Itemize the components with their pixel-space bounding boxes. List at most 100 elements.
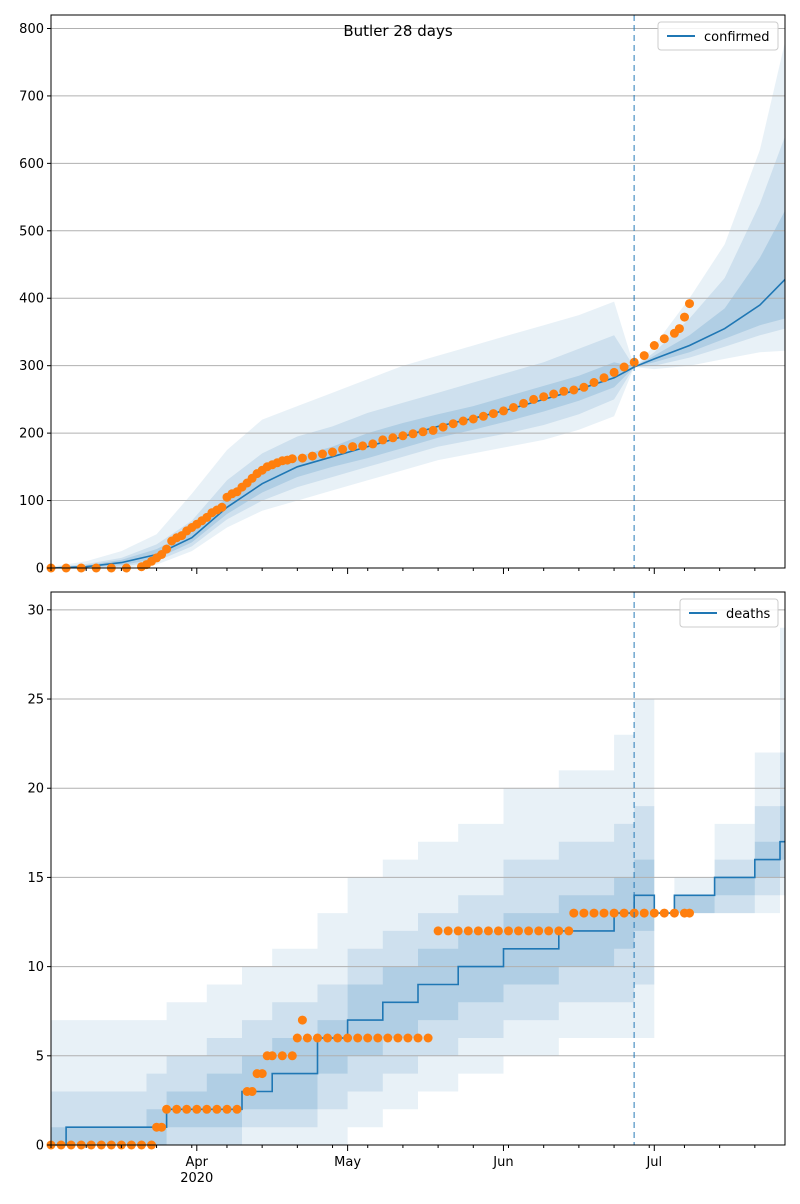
confirmed-observed-point bbox=[619, 362, 629, 372]
deaths-observed-point bbox=[659, 908, 669, 918]
confirmed-legend: confirmed bbox=[657, 21, 779, 51]
deaths-observed-point bbox=[302, 1033, 312, 1043]
confirmed-observed-point bbox=[318, 449, 327, 459]
deaths-observed-point bbox=[192, 1104, 202, 1114]
deaths-observed-point bbox=[403, 1033, 413, 1043]
deaths-band-middle bbox=[51, 752, 785, 1145]
deaths-observed-point bbox=[157, 1122, 167, 1132]
deaths-observed-point bbox=[323, 1033, 332, 1043]
confirmed-observed-point bbox=[338, 444, 348, 454]
confirmed-ytick-label: 500 bbox=[19, 224, 44, 239]
deaths-xtick-label: Apr bbox=[186, 1155, 209, 1170]
confirmed-observed-point bbox=[478, 411, 488, 421]
confirmed-x-axis bbox=[50, 568, 756, 574]
deaths-observed-point bbox=[212, 1104, 222, 1114]
deaths-observed-point bbox=[569, 908, 579, 918]
deaths-observed-point bbox=[162, 1104, 172, 1114]
deaths-observed-point bbox=[413, 1033, 423, 1043]
confirmed-observed-point bbox=[458, 416, 468, 426]
deaths-ytick-label: 5 bbox=[36, 1049, 44, 1064]
confirmed-ytick-label: 200 bbox=[19, 427, 44, 442]
confirmed-band-outer bbox=[51, 42, 785, 568]
deaths-observed-point bbox=[373, 1033, 383, 1043]
confirmed-observed-point bbox=[599, 373, 609, 383]
deaths-observed-point bbox=[363, 1033, 373, 1043]
confirmed-observed-point bbox=[488, 409, 498, 419]
confirmed-ytick-label: 800 bbox=[19, 22, 44, 37]
confirmed-observed-point bbox=[307, 451, 317, 461]
deaths-observed-point bbox=[247, 1087, 257, 1096]
deaths-legend-box bbox=[679, 598, 779, 628]
confirmed-observed-point bbox=[529, 394, 539, 404]
deaths-observed-point bbox=[564, 926, 574, 936]
confirmed-observed-point bbox=[559, 386, 569, 396]
deaths-xtick-label: Jul bbox=[645, 1155, 662, 1170]
deaths-observed-point bbox=[609, 908, 619, 918]
deaths-observed-point bbox=[333, 1033, 343, 1043]
deaths-observed-point bbox=[493, 926, 503, 936]
deaths-xtick-sublabel: 2020 bbox=[180, 1171, 213, 1186]
deaths-observed-point bbox=[232, 1104, 242, 1114]
deaths-observed-point bbox=[343, 1033, 353, 1043]
confirmed-observed-point bbox=[539, 392, 549, 402]
confirmed-line bbox=[50, 278, 786, 569]
deaths-observed-point bbox=[599, 908, 609, 918]
deaths-ytick-label: 15 bbox=[27, 871, 44, 886]
deaths-observed-point bbox=[453, 926, 463, 936]
confirmed-ytick-label: 400 bbox=[19, 292, 44, 307]
deaths-observed-point bbox=[544, 926, 554, 936]
deaths-ytick-label: 10 bbox=[27, 960, 44, 975]
confirmed-series-line bbox=[50, 278, 786, 569]
confirmed-observed-points bbox=[46, 299, 694, 573]
confirmed-observed-point bbox=[418, 427, 428, 437]
deaths-observed-point bbox=[554, 926, 564, 936]
deaths-observed-point bbox=[619, 908, 629, 918]
confirmed-observed-point bbox=[217, 502, 227, 512]
deaths-observed-point bbox=[297, 1015, 307, 1025]
confirmed-observed-point bbox=[579, 382, 589, 392]
confirmed-ytick-label: 600 bbox=[19, 157, 44, 172]
deaths-observed-point bbox=[534, 926, 544, 936]
deaths-observed-point bbox=[524, 926, 534, 936]
confirmed-observed-point bbox=[468, 414, 478, 424]
confirmed-observed-point bbox=[499, 406, 508, 416]
deaths-observed-point bbox=[423, 1033, 433, 1043]
confirmed-observed-point bbox=[509, 403, 518, 412]
confirmed-panel: 0 100 200 300 400 500 600 700 800 Butler 28 days… bbox=[19, 14, 786, 577]
deaths-observed-point bbox=[287, 1051, 297, 1061]
confirmed-observed-point bbox=[388, 433, 398, 443]
confirmed-observed-point bbox=[428, 425, 438, 435]
confirmed-observed-point bbox=[609, 367, 619, 377]
deaths-observed-point bbox=[649, 908, 659, 918]
deaths-observed-point bbox=[483, 926, 493, 936]
deaths-observed-points bbox=[46, 908, 694, 1150]
confirmed-y-axis: 0 100 200 300 400 500 600 700 800 bbox=[19, 22, 51, 577]
confirmed-observed-point bbox=[368, 439, 378, 449]
deaths-axes-frame bbox=[50, 591, 786, 1146]
deaths-ytick-label: 0 bbox=[36, 1139, 44, 1154]
deaths-observed-point bbox=[172, 1104, 182, 1114]
deaths-observed-point bbox=[504, 926, 513, 936]
confirmed-observed-point bbox=[649, 341, 659, 350]
confirmed-observed-point bbox=[348, 442, 358, 452]
deaths-ytick-label: 25 bbox=[27, 693, 44, 708]
confirmed-observed-point bbox=[448, 419, 458, 429]
deaths-observed-point bbox=[267, 1051, 277, 1061]
deaths-legend: deaths bbox=[679, 598, 779, 628]
confirmed-observed-point bbox=[378, 435, 388, 445]
deaths-observed-point bbox=[257, 1069, 267, 1079]
deaths-xtick-label: Jun bbox=[492, 1155, 513, 1170]
confirmed-ytick-label: 100 bbox=[19, 494, 44, 509]
deaths-observed-point bbox=[639, 908, 649, 918]
deaths-observed-point bbox=[433, 926, 443, 936]
confirmed-ytick-label: 300 bbox=[19, 359, 44, 374]
confirmed-observed-point bbox=[358, 441, 368, 451]
confirmed-ytick-label: 0 bbox=[36, 562, 44, 577]
confirmed-observed-point bbox=[589, 378, 599, 387]
confirmed-uncertainty-bands bbox=[51, 42, 785, 568]
deaths-observed-point bbox=[473, 926, 483, 936]
deaths-observed-point bbox=[669, 908, 679, 918]
